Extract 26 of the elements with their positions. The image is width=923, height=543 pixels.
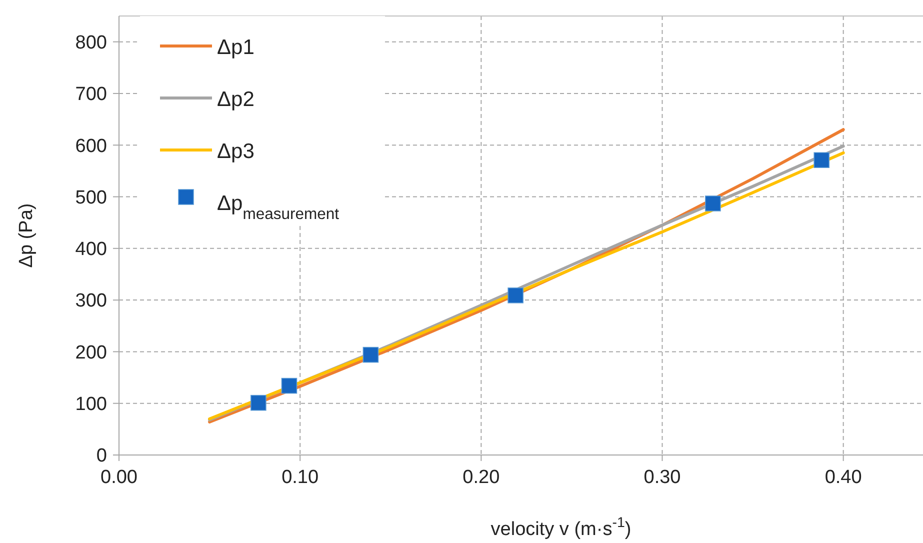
- y-tick-label: 100: [75, 394, 107, 416]
- y-tick-label: 500: [75, 187, 107, 208]
- x-tick-label: 0.20: [462, 467, 500, 488]
- point: [705, 196, 721, 212]
- legend-label: Δp1: [217, 36, 254, 59]
- y-tick-label: 700: [75, 84, 107, 106]
- x-tick-label: 0.40: [824, 467, 862, 488]
- point: [508, 288, 524, 304]
- y-tick-label: 0: [96, 446, 107, 467]
- legend-label: Δp3: [217, 140, 254, 163]
- y-tick-label: 400: [75, 239, 107, 260]
- y-tick-label: 800: [75, 32, 107, 54]
- x-tick-label: 0.00: [100, 467, 138, 488]
- point: [250, 394, 266, 411]
- point: [814, 152, 830, 168]
- legend-label: Δp2: [217, 88, 254, 111]
- x-tick-label: 0.10: [282, 467, 319, 488]
- y-axis-title: Δp (Pa): [16, 203, 37, 268]
- x-tick-label: 0.30: [644, 467, 681, 488]
- point: [281, 378, 298, 394]
- legend-label: Δp$_{measurement}$: [217, 192, 340, 222]
- x-axis-title: velocity v (m·s$^{-1}$): [490, 515, 632, 540]
- y-tick-label: 200: [75, 342, 107, 364]
- y-tick-label: 300: [75, 290, 107, 312]
- y-tick-label: 600: [75, 136, 107, 157]
- point: [362, 346, 379, 363]
